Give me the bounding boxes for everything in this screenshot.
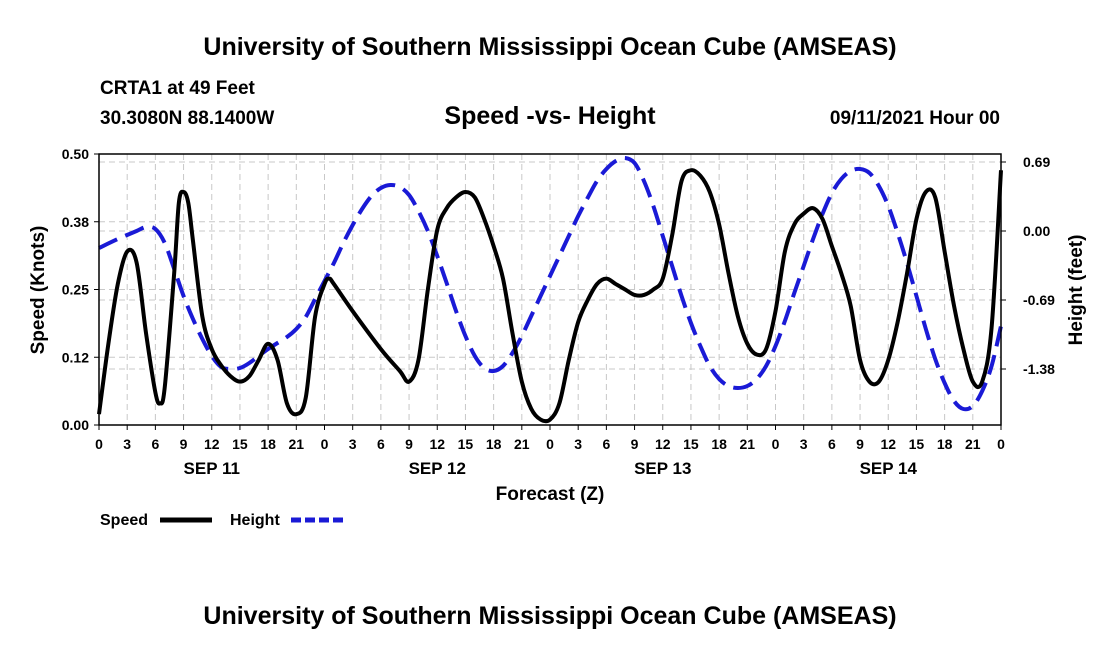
station-label: CRTA1 at 49 Feet	[100, 78, 256, 99]
x-tick-label: 9	[631, 436, 639, 452]
x-tick-label: 3	[123, 436, 131, 452]
x-tick-label: 18	[711, 436, 727, 452]
y-axis-label: Speed (Knots)	[28, 226, 49, 355]
series-line-height	[98, 155, 1003, 412]
chart-title: Speed -vs- Height	[444, 102, 656, 130]
x-axis-label: Forecast (Z)	[496, 484, 605, 505]
forecast-datetime: 09/11/2021 Hour 00	[830, 108, 1000, 129]
grid	[99, 154, 1001, 425]
x-tick-label: 6	[602, 436, 610, 452]
x-tick-label: 9	[856, 436, 864, 452]
day-label: SEP 12	[409, 459, 466, 478]
y2-tick-label: -1.38	[1023, 361, 1055, 377]
x-tick-label: 3	[574, 436, 582, 452]
footer-title: University of Southern Mississippi Ocean…	[203, 602, 896, 630]
x-tick-label: 12	[204, 436, 220, 452]
y2-tick-label: 0.00	[1023, 223, 1050, 239]
x-tick-label: 3	[800, 436, 808, 452]
day-label: SEP 14	[860, 459, 918, 478]
x-tick-label: 12	[655, 436, 671, 452]
x-tick-label: 18	[937, 436, 953, 452]
x-tick-label: 9	[180, 436, 188, 452]
x-tick-label: 6	[151, 436, 159, 452]
x-tick-label: 12	[429, 436, 445, 452]
x-tick-label: 0	[546, 436, 554, 452]
day-label: SEP 13	[634, 459, 691, 478]
station-coords: 30.3080N 88.1400W	[100, 108, 274, 129]
axis-ticks: 0 3 6 9 12 15 18 21 0 3 6 9 12 15 18 21 0 3 6 9 12 15 18 21 0 3 6 9…	[62, 146, 1055, 478]
x-tick-label: 6	[377, 436, 385, 452]
legend-label-speed: Speed	[100, 512, 148, 529]
x-tick-label: 12	[880, 436, 896, 452]
x-tick-label: 0	[95, 436, 103, 452]
y2-tick-label: 0.69	[1023, 154, 1050, 170]
y-tick-label: 0.12	[62, 349, 89, 365]
x-tick-label: 0	[321, 436, 329, 452]
x-tick-label: 3	[349, 436, 357, 452]
page-title: University of Southern Mississippi Ocean…	[203, 33, 896, 61]
x-tick-label: 15	[909, 436, 925, 452]
x-tick-label: 21	[740, 436, 756, 452]
legend: Speed Height	[100, 512, 343, 529]
series-lines	[97, 155, 1003, 424]
y-tick-label: 0.38	[62, 214, 89, 230]
x-tick-label: 15	[683, 436, 699, 452]
x-tick-label: 21	[514, 436, 530, 452]
y-tick-label: 0.00	[62, 417, 89, 433]
x-tick-label: 18	[486, 436, 502, 452]
x-tick-label: 9	[405, 436, 413, 452]
x-tick-label: 0	[997, 436, 1005, 452]
y2-tick-label: -0.69	[1023, 292, 1055, 308]
legend-label-height: Height	[230, 512, 280, 529]
x-tick-label: 0	[772, 436, 780, 452]
x-tick-label: 18	[260, 436, 276, 452]
x-tick-label: 21	[289, 436, 305, 452]
x-tick-label: 15	[232, 436, 248, 452]
y2-axis-label: Height (feet)	[1066, 235, 1087, 346]
x-tick-label: 21	[965, 436, 981, 452]
x-tick-label: 15	[458, 436, 474, 452]
y-tick-label: 0.50	[62, 146, 89, 162]
series-line-speed	[97, 168, 1003, 424]
y-tick-label: 0.25	[62, 282, 89, 298]
day-label: SEP 11	[184, 459, 240, 478]
x-tick-label: 6	[828, 436, 836, 452]
